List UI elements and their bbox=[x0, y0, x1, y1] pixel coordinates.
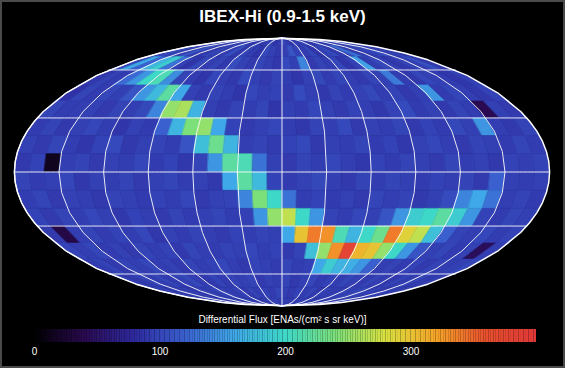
svg-text:300: 300 bbox=[403, 346, 420, 357]
html-text:Differential Flux [ENAs/(cm² s: Differential Flux [ENAs/(cm² s sr keV)] bbox=[198, 314, 367, 325]
svg-text:200: 200 bbox=[277, 346, 294, 357]
html-text:IBEX-Hi (0.9-1.5 keV): IBEX-Hi (0.9-1.5 keV) bbox=[199, 7, 366, 26]
svg-text:100: 100 bbox=[152, 346, 169, 357]
svg-text:0: 0 bbox=[32, 346, 38, 357]
